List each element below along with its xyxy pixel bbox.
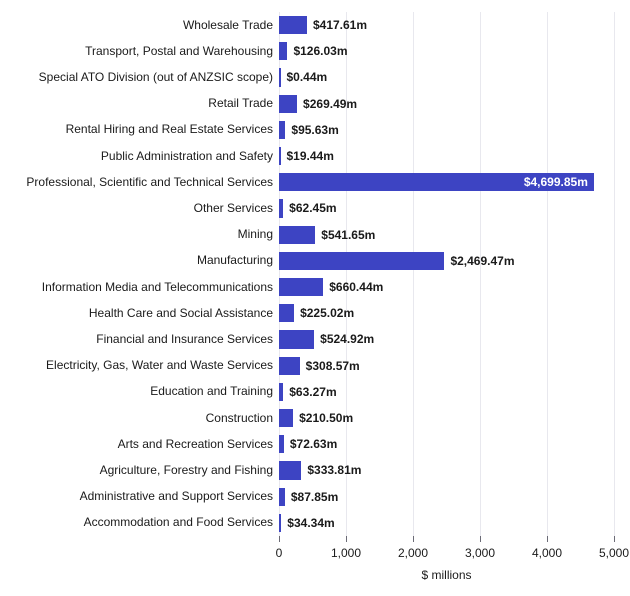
bar-row: Health Care and Social Assistance$225.02… — [279, 300, 614, 326]
bar: $34.34m — [279, 514, 281, 532]
value-label: $63.27m — [289, 385, 336, 399]
bar-row: Rental Hiring and Real Estate Services$9… — [279, 117, 614, 143]
bar-row: Arts and Recreation Services$72.63m — [279, 431, 614, 457]
category-label: Retail Trade — [208, 97, 279, 110]
bar-row: Other Services$62.45m — [279, 195, 614, 221]
bar: $0.44m — [279, 68, 281, 86]
x-tick-mark — [480, 536, 481, 542]
value-label: $660.44m — [329, 280, 383, 294]
bar-row: Agriculture, Forestry and Fishing$333.81… — [279, 457, 614, 483]
value-label: $541.65m — [321, 228, 375, 242]
value-label: $308.57m — [306, 359, 360, 373]
bar-row: Information Media and Telecommunications… — [279, 274, 614, 300]
bar-row: Public Administration and Safety$19.44m — [279, 143, 614, 169]
bar: $87.85m — [279, 488, 285, 506]
x-tick-mark — [346, 536, 347, 542]
value-label: $95.63m — [291, 123, 338, 137]
category-label: Professional, Scientific and Technical S… — [26, 176, 279, 189]
x-tick-label: 3,000 — [465, 546, 495, 560]
category-label: Health Care and Social Assistance — [89, 307, 279, 320]
bar-row: Electricity, Gas, Water and Waste Servic… — [279, 353, 614, 379]
bar: $95.63m — [279, 121, 285, 139]
category-label: Special ATO Division (out of ANZSIC scop… — [39, 71, 279, 84]
bar: $63.27m — [279, 383, 283, 401]
bar: $541.65m — [279, 226, 315, 244]
x-tick-mark — [413, 536, 414, 542]
value-label: $524.92m — [320, 332, 374, 346]
bar-row: Administrative and Support Services$87.8… — [279, 484, 614, 510]
category-label: Education and Training — [150, 385, 279, 398]
bar: $72.63m — [279, 435, 284, 453]
category-label: Administrative and Support Services — [80, 490, 279, 503]
bar: $333.81m — [279, 461, 301, 479]
bar-row: Special ATO Division (out of ANZSIC scop… — [279, 64, 614, 90]
value-label: $0.44m — [287, 70, 328, 84]
value-label: $269.49m — [303, 97, 357, 111]
x-tick-mark — [547, 536, 548, 542]
category-label: Construction — [206, 412, 279, 425]
bar-row: Professional, Scientific and Technical S… — [279, 169, 614, 195]
x-tick-label: 0 — [276, 546, 283, 560]
category-label: Manufacturing — [197, 254, 279, 267]
value-label: $19.44m — [287, 149, 334, 163]
bar: $524.92m — [279, 330, 314, 348]
bar: $269.49m — [279, 95, 297, 113]
x-tick-label: 2,000 — [398, 546, 428, 560]
category-label: Agriculture, Forestry and Fishing — [100, 464, 279, 477]
bar: $62.45m — [279, 199, 283, 217]
category-label: Electricity, Gas, Water and Waste Servic… — [46, 359, 279, 372]
bar: $126.03m — [279, 42, 287, 60]
value-label: $34.34m — [287, 516, 334, 530]
bar-row: Retail Trade$269.49m — [279, 91, 614, 117]
bar: $308.57m — [279, 357, 300, 375]
value-label: $87.85m — [291, 490, 338, 504]
bar: $210.50m — [279, 409, 293, 427]
bar-row: Mining$541.65m — [279, 222, 614, 248]
category-label: Wholesale Trade — [183, 19, 279, 32]
bar-row: Construction$210.50m — [279, 405, 614, 431]
bar: $417.61m — [279, 16, 307, 34]
value-label: $417.61m — [313, 18, 367, 32]
bar: $19.44m — [279, 147, 281, 165]
category-label: Rental Hiring and Real Estate Services — [66, 123, 279, 136]
x-tick-mark — [614, 536, 615, 542]
category-label: Arts and Recreation Services — [118, 438, 279, 451]
bar-row: Transport, Postal and Warehousing$126.03… — [279, 38, 614, 64]
value-label: $4,699.85m — [524, 175, 588, 189]
bar: $660.44m — [279, 278, 323, 296]
value-label: $2,469.47m — [450, 254, 514, 268]
category-label: Financial and Insurance Services — [96, 333, 279, 346]
x-tick-mark — [279, 536, 280, 542]
bar-row: Financial and Insurance Services$524.92m — [279, 326, 614, 352]
category-label: Public Administration and Safety — [101, 150, 279, 163]
bar: $225.02m — [279, 304, 294, 322]
category-label: Information Media and Telecommunications — [42, 281, 279, 294]
value-label: $225.02m — [300, 306, 354, 320]
bar-row: Manufacturing$2,469.47m — [279, 248, 614, 274]
value-label: $126.03m — [293, 44, 347, 58]
bars: Wholesale Trade$417.61mTransport, Postal… — [279, 12, 614, 536]
value-label: $210.50m — [299, 411, 353, 425]
bar: $2,469.47m — [279, 252, 444, 270]
value-label: $62.45m — [289, 201, 336, 215]
bar-row: Accommodation and Food Services$34.34m — [279, 510, 614, 536]
category-label: Other Services — [194, 202, 279, 215]
plot-area: Wholesale Trade$417.61mTransport, Postal… — [279, 12, 614, 536]
x-tick-label: 1,000 — [331, 546, 361, 560]
value-label: $333.81m — [307, 463, 361, 477]
category-label: Accommodation and Food Services — [84, 516, 279, 529]
bar-row: Education and Training$63.27m — [279, 379, 614, 405]
value-label: $72.63m — [290, 437, 337, 451]
bar-row: Wholesale Trade$417.61m — [279, 12, 614, 38]
x-axis-title: $ millions — [421, 568, 471, 582]
x-tick-label: 5,000 — [599, 546, 629, 560]
bar: $4,699.85m — [279, 173, 594, 191]
category-label: Transport, Postal and Warehousing — [85, 45, 279, 58]
gridline — [614, 12, 615, 536]
x-tick-label: 4,000 — [532, 546, 562, 560]
category-label: Mining — [238, 228, 279, 241]
horizontal-bar-chart: Wholesale Trade$417.61mTransport, Postal… — [0, 0, 630, 596]
